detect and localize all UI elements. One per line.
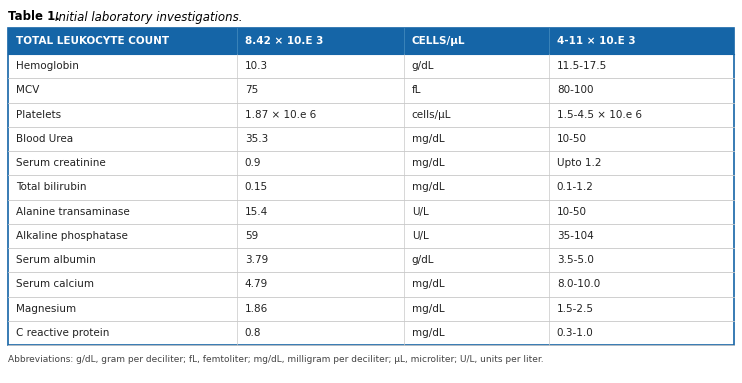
Text: Blood Urea: Blood Urea xyxy=(16,134,73,144)
Text: 0.1-1.2: 0.1-1.2 xyxy=(556,182,594,192)
Text: 0.15: 0.15 xyxy=(245,182,268,192)
Text: mg/dL: mg/dL xyxy=(412,304,444,314)
Text: U/L: U/L xyxy=(412,231,428,241)
Text: TOTAL LEUKOCYTE COUNT: TOTAL LEUKOCYTE COUNT xyxy=(16,36,169,46)
Text: 59: 59 xyxy=(245,231,258,241)
Text: 80-100: 80-100 xyxy=(556,85,594,95)
Text: 1.86: 1.86 xyxy=(245,304,268,314)
Text: 11.5-17.5: 11.5-17.5 xyxy=(556,61,607,71)
Text: Table 1.: Table 1. xyxy=(8,10,60,23)
Text: C reactive protein: C reactive protein xyxy=(16,328,109,338)
Text: CELLS/μL: CELLS/μL xyxy=(412,36,465,46)
Text: 10.3: 10.3 xyxy=(245,61,268,71)
Text: Alkaline phosphatase: Alkaline phosphatase xyxy=(16,231,128,241)
Text: 0.3-1.0: 0.3-1.0 xyxy=(556,328,594,338)
Text: Total bilirubin: Total bilirubin xyxy=(16,182,87,192)
Text: 4-11 × 10.E 3: 4-11 × 10.E 3 xyxy=(556,36,635,46)
Text: mg/dL: mg/dL xyxy=(412,328,444,338)
Text: Magnesium: Magnesium xyxy=(16,304,76,314)
Text: Abbreviations: g/dL, gram per deciliter; fL, femtoliter; mg/dL, milligram per de: Abbreviations: g/dL, gram per deciliter;… xyxy=(8,355,544,363)
Text: 10-50: 10-50 xyxy=(556,134,587,144)
Text: fL: fL xyxy=(412,85,421,95)
Text: 0.9: 0.9 xyxy=(245,158,261,168)
Text: Alanine transaminase: Alanine transaminase xyxy=(16,206,130,217)
Text: 10-50: 10-50 xyxy=(556,206,587,217)
Text: g/dL: g/dL xyxy=(412,61,434,71)
Text: Hemoglobin: Hemoglobin xyxy=(16,61,79,71)
Text: 0.8: 0.8 xyxy=(245,328,261,338)
Text: mg/dL: mg/dL xyxy=(412,182,444,192)
Text: MCV: MCV xyxy=(16,85,39,95)
Text: Upto 1.2: Upto 1.2 xyxy=(556,158,601,168)
Text: 1.5-2.5: 1.5-2.5 xyxy=(556,304,594,314)
Text: Serum calcium: Serum calcium xyxy=(16,279,94,290)
Text: 1.87 × 10.e 6: 1.87 × 10.e 6 xyxy=(245,110,316,119)
Text: Serum creatinine: Serum creatinine xyxy=(16,158,106,168)
Text: Platelets: Platelets xyxy=(16,110,61,119)
Text: 3.5-5.0: 3.5-5.0 xyxy=(556,255,594,265)
Text: 15.4: 15.4 xyxy=(245,206,268,217)
Text: 35.3: 35.3 xyxy=(245,134,268,144)
Text: mg/dL: mg/dL xyxy=(412,158,444,168)
Text: Initial laboratory investigations.: Initial laboratory investigations. xyxy=(55,10,243,23)
Text: mg/dL: mg/dL xyxy=(412,134,444,144)
Text: 8.0-10.0: 8.0-10.0 xyxy=(556,279,600,290)
Text: 75: 75 xyxy=(245,85,258,95)
Text: U/L: U/L xyxy=(412,206,428,217)
Text: mg/dL: mg/dL xyxy=(412,279,444,290)
Text: Serum albumin: Serum albumin xyxy=(16,255,96,265)
Text: cells/μL: cells/μL xyxy=(412,110,451,119)
Text: g/dL: g/dL xyxy=(412,255,434,265)
Text: 4.79: 4.79 xyxy=(245,279,268,290)
Bar xyxy=(8,28,734,345)
Bar xyxy=(8,28,734,54)
Text: 35-104: 35-104 xyxy=(556,231,594,241)
Text: 3.79: 3.79 xyxy=(245,255,268,265)
Text: 1.5-4.5 × 10.e 6: 1.5-4.5 × 10.e 6 xyxy=(556,110,642,119)
Text: 8.42 × 10.E 3: 8.42 × 10.E 3 xyxy=(245,36,323,46)
